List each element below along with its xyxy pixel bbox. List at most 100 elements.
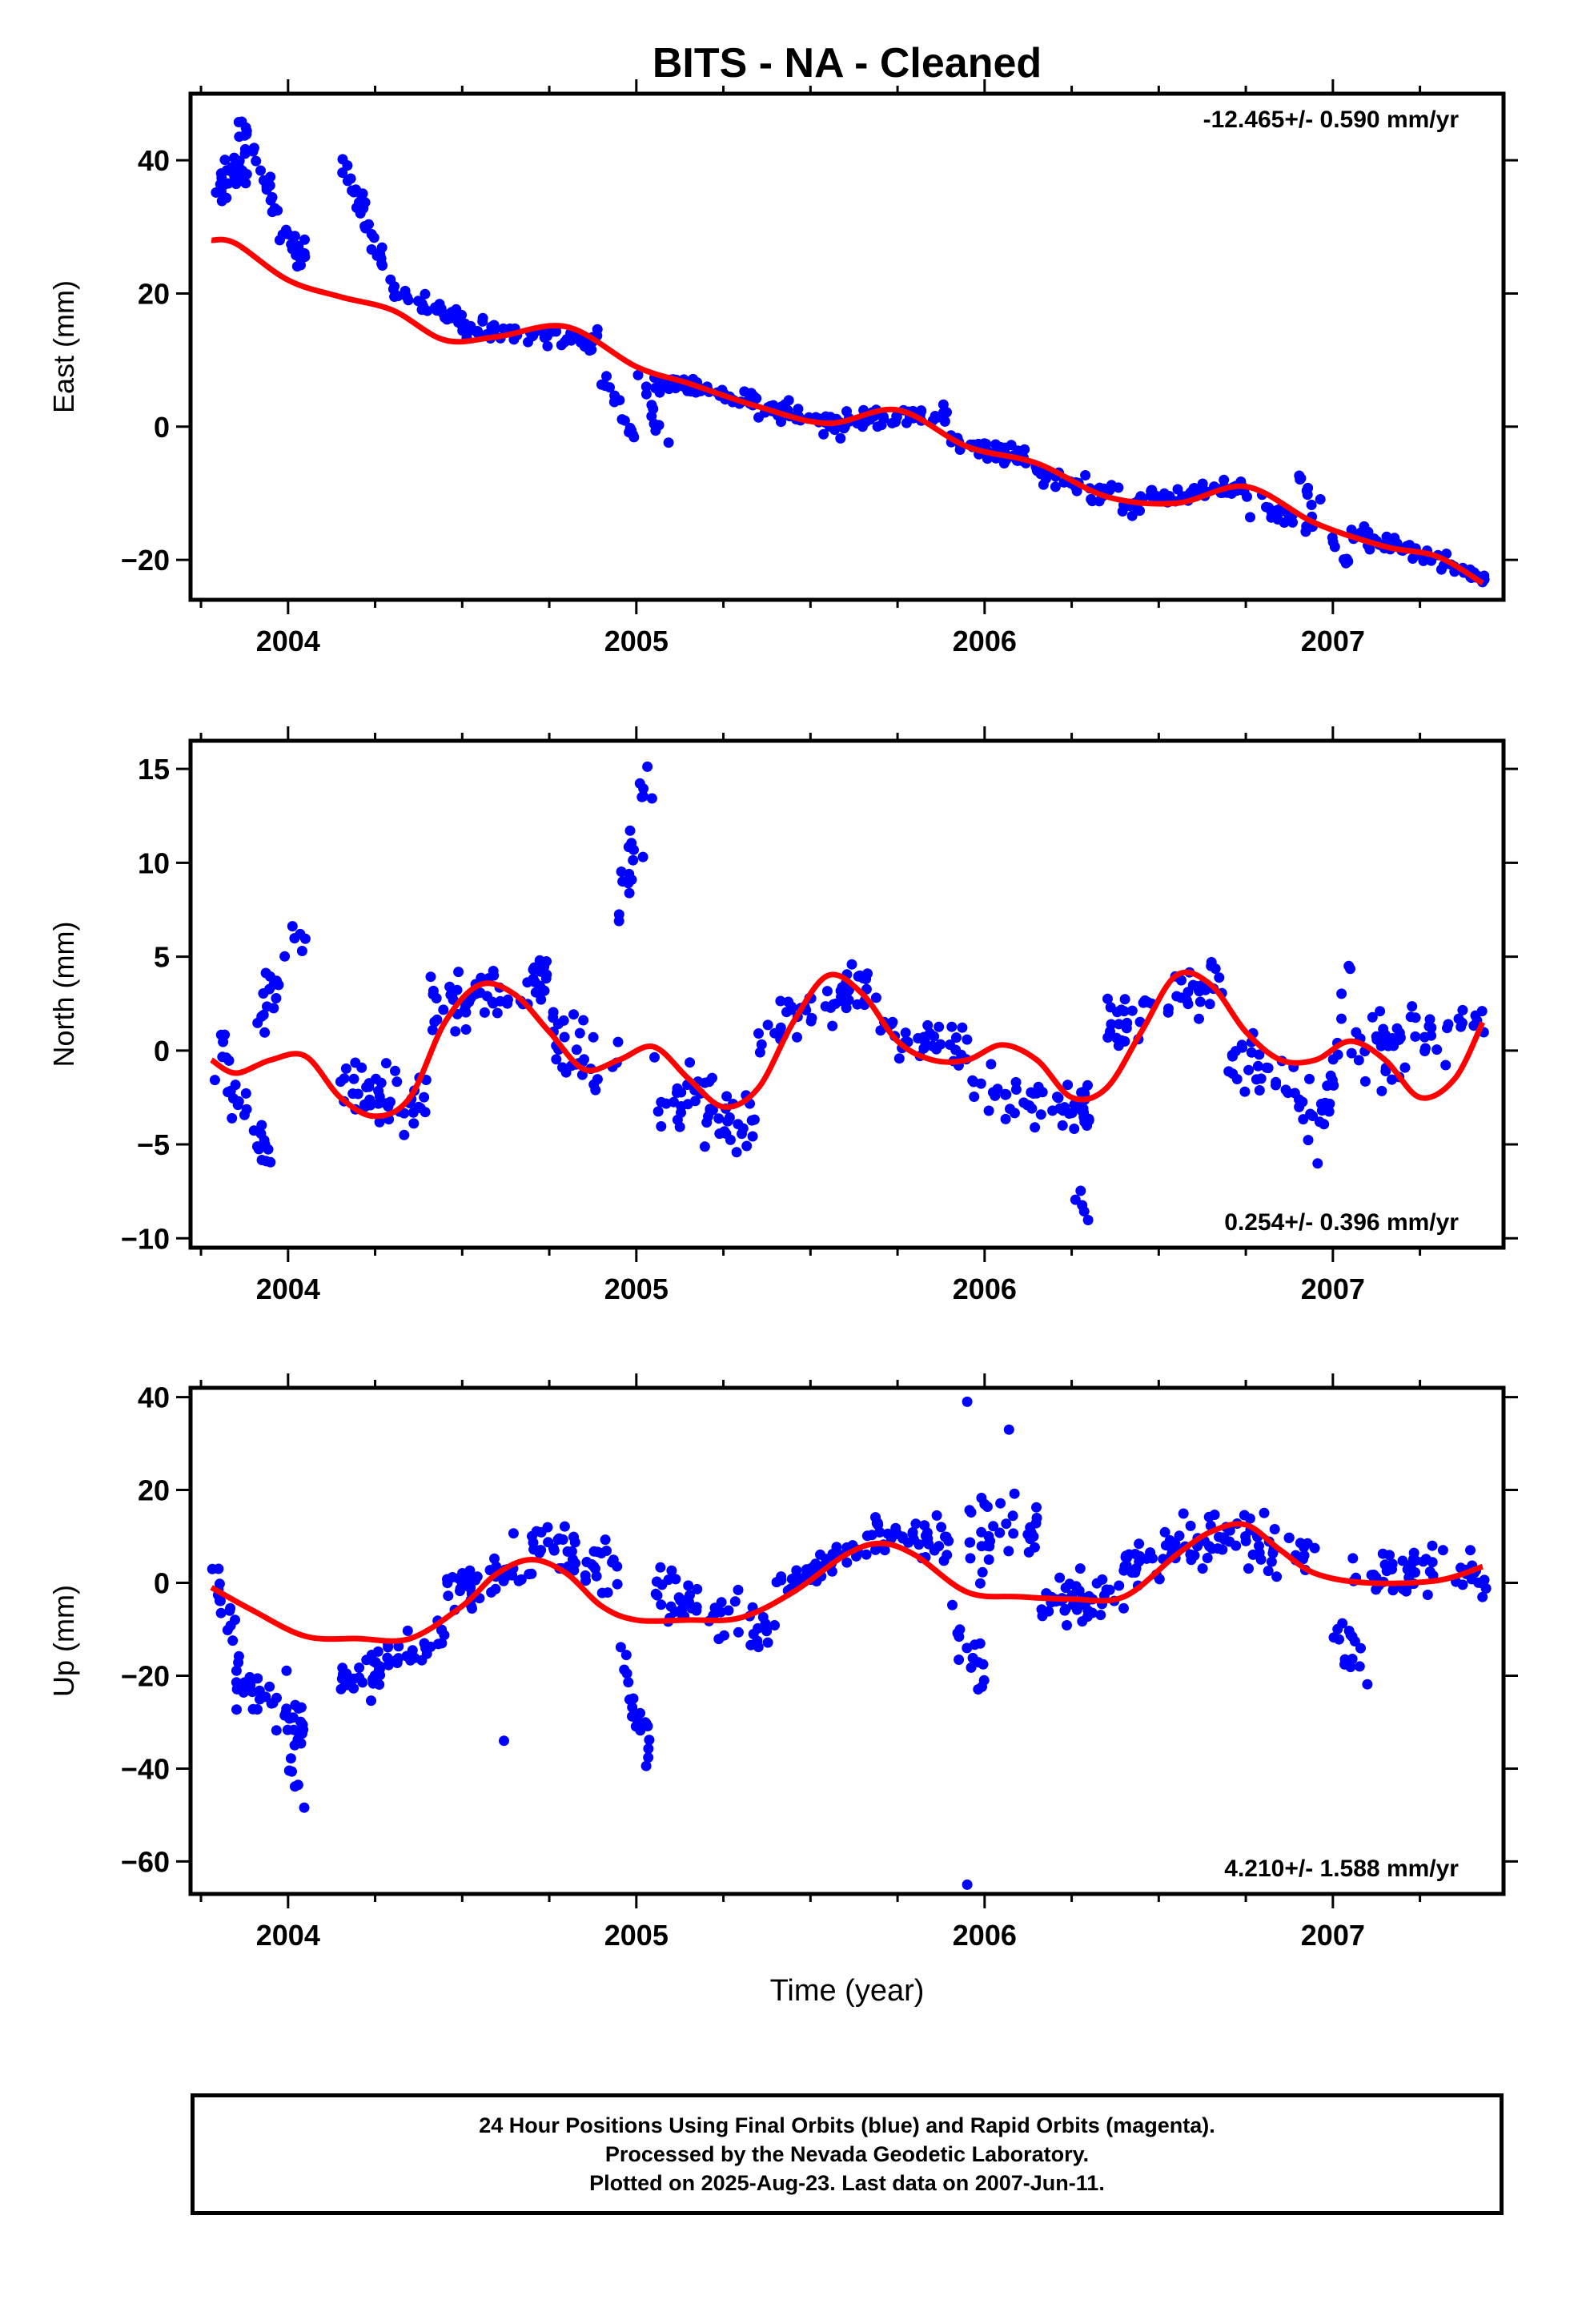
data-point (1022, 1100, 1033, 1111)
x-tick-label: 2006 (953, 1273, 1017, 1305)
data-point (957, 1022, 968, 1033)
data-point (1003, 1424, 1014, 1435)
data-point (225, 1085, 236, 1096)
data-point (1263, 1063, 1274, 1074)
data-point (721, 1091, 733, 1102)
data-point (1091, 1578, 1102, 1589)
data-point (449, 308, 460, 320)
data-point (1346, 1047, 1357, 1059)
data-point (879, 1545, 890, 1556)
data-point (1440, 1059, 1452, 1071)
y-tick-label: 0 (154, 1567, 170, 1600)
data-point (1114, 1019, 1125, 1030)
data-point (233, 161, 244, 172)
data-point (233, 1651, 244, 1662)
data-point (268, 1003, 279, 1014)
data-point (753, 1028, 764, 1039)
data-point (976, 1526, 987, 1538)
data-point (938, 1555, 950, 1566)
data-point (1078, 1103, 1089, 1114)
data-point (265, 195, 276, 206)
data-point (522, 977, 533, 988)
data-point (900, 1027, 911, 1039)
data-point (434, 299, 445, 310)
data-point (672, 1083, 683, 1094)
data-point (1243, 1064, 1255, 1076)
data-point (1283, 1088, 1294, 1099)
data-point (1387, 1564, 1397, 1574)
data-point (640, 1760, 652, 1771)
data-point (552, 1534, 564, 1545)
data-point (420, 288, 431, 300)
data-point (261, 180, 272, 191)
data-point (221, 1052, 232, 1063)
data-point (1121, 1560, 1132, 1571)
data-point (1069, 1124, 1080, 1134)
y-tick-label: 20 (138, 277, 170, 310)
data-points (209, 761, 1489, 1225)
data-point (581, 1557, 592, 1567)
data-point (670, 1574, 681, 1585)
data-point (1453, 1013, 1464, 1024)
data-point (231, 1704, 242, 1715)
data-point (791, 1565, 802, 1576)
data-point (1419, 1043, 1431, 1054)
data-point (725, 1134, 736, 1145)
data-point (640, 1718, 652, 1729)
data-point (1194, 1013, 1204, 1024)
data-point (516, 1574, 527, 1585)
data-point (882, 1528, 893, 1539)
data-point (983, 1105, 994, 1116)
data-point (650, 1588, 661, 1599)
data-point (737, 1123, 749, 1134)
data-point (264, 1681, 275, 1692)
data-point (507, 1570, 518, 1581)
data-point (528, 1544, 540, 1555)
data-point (248, 1125, 259, 1136)
data-point (861, 416, 871, 428)
data-point (907, 1526, 918, 1538)
data-point (441, 314, 452, 325)
data-point (981, 1540, 992, 1551)
data-point (1419, 1031, 1430, 1043)
data-point (1080, 470, 1091, 480)
data-point (1008, 1528, 1019, 1539)
data-point (1037, 1610, 1048, 1622)
data-point (1263, 1566, 1274, 1577)
data-point (876, 420, 887, 431)
data-point (215, 179, 226, 190)
data-point (260, 967, 271, 979)
data-point (215, 1607, 227, 1618)
data-point (1347, 1553, 1359, 1564)
data-point (1261, 501, 1271, 513)
data-point (1146, 485, 1158, 496)
data-points (211, 116, 1490, 588)
data-point (1223, 1066, 1235, 1077)
data-point (643, 1743, 654, 1755)
data-point (640, 388, 652, 400)
data-point (674, 1121, 685, 1132)
data-point (443, 1590, 454, 1602)
data-point (1009, 1108, 1020, 1119)
data-point (1327, 532, 1338, 543)
data-point (988, 1521, 999, 1532)
data-point (399, 1108, 410, 1119)
data-point (432, 1014, 443, 1025)
data-point (1106, 1019, 1117, 1030)
data-point (267, 207, 278, 218)
data-point (1266, 1556, 1277, 1567)
data-point (299, 933, 311, 944)
data-point (649, 1051, 660, 1063)
y-axis-label: East (mm) (47, 280, 80, 413)
data-point (574, 1027, 585, 1039)
data-point (1254, 1049, 1265, 1060)
data-point (1145, 1547, 1156, 1558)
data-point (780, 399, 790, 410)
data-point (835, 432, 846, 444)
data-point (1477, 1591, 1488, 1602)
data-point (934, 1541, 945, 1552)
data-point (375, 1670, 386, 1681)
data-point (225, 1602, 236, 1614)
data-point (298, 1724, 309, 1735)
data-point (783, 996, 794, 1007)
